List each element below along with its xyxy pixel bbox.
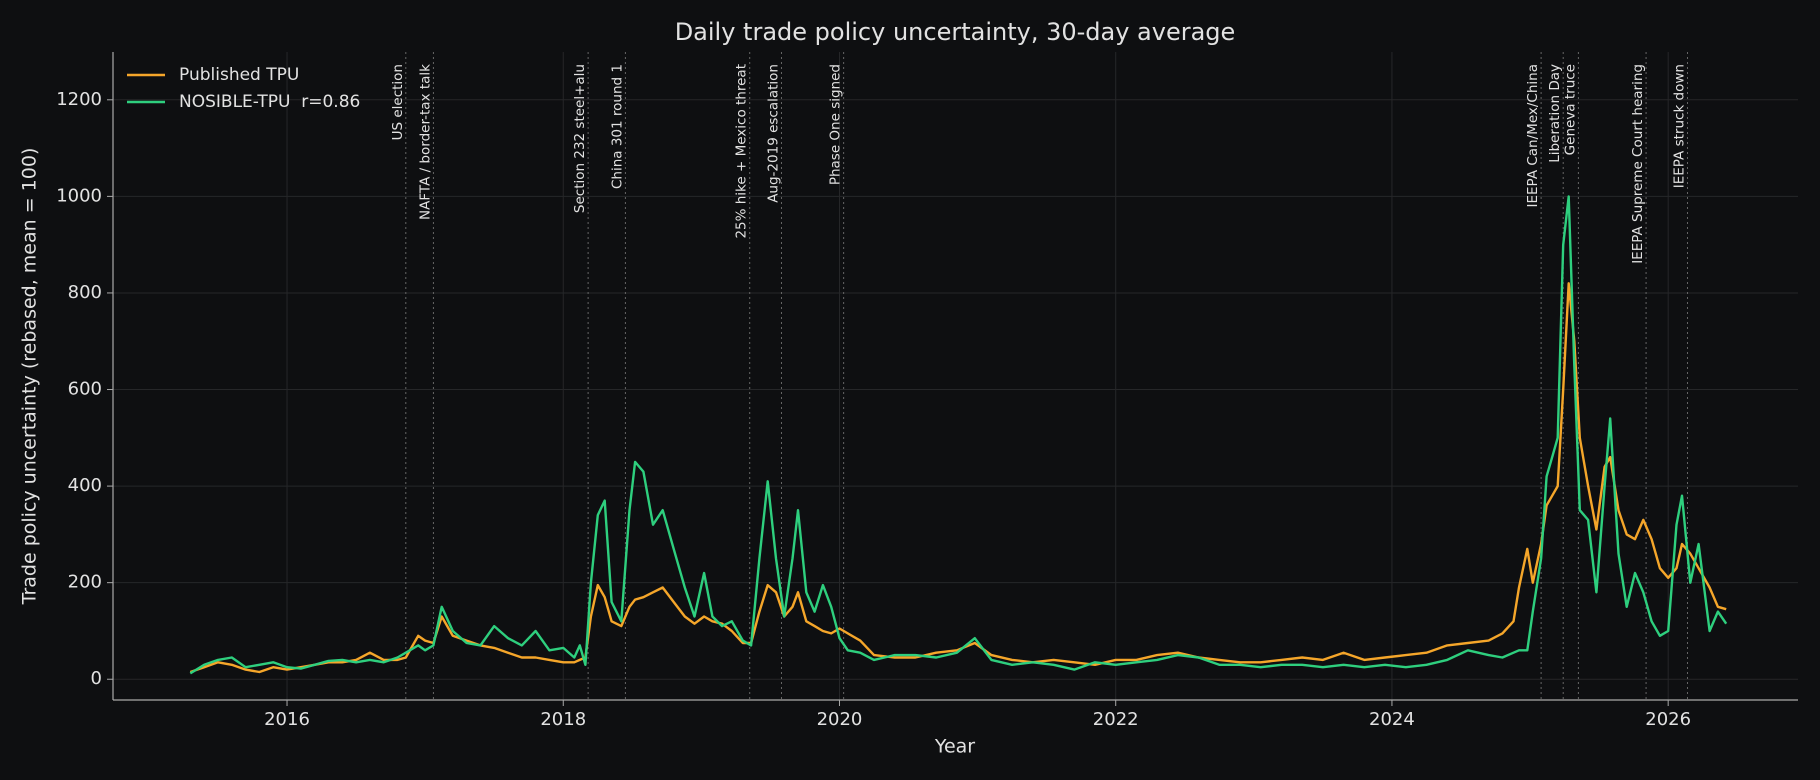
event-label: IEEPA Can/Mex/China	[1525, 64, 1541, 207]
event-label: IEEPA struck down	[1672, 64, 1688, 188]
event-label: US election	[390, 64, 406, 140]
y-tick-label: 200	[68, 572, 102, 593]
x-tick-label: 2016	[264, 709, 310, 730]
event-label: IEEPA Supreme Court hearing	[1630, 64, 1646, 264]
event-label: Liberation Day	[1547, 64, 1563, 163]
legend-label: NOSIBLE-TPU r=0.86	[179, 92, 360, 112]
event-label: 25% hike + Mexico threat	[734, 64, 750, 239]
x-axis-label: Year	[934, 736, 975, 758]
y-axis-label: Trade policy uncertainty (rebased, mean …	[19, 148, 41, 606]
event-label: NAFTA / border-tax talk	[417, 64, 433, 220]
x-tick-label: 2024	[1369, 709, 1415, 730]
y-tick-label: 1200	[56, 89, 102, 110]
event-label: Aug-2019 escalation	[765, 64, 781, 203]
event-label: Phase One signed	[828, 64, 844, 185]
y-tick-label: 800	[68, 282, 102, 303]
chart-title: Daily trade policy uncertainty, 30-day a…	[675, 18, 1236, 46]
event-label: China 301 round 1	[609, 64, 625, 189]
y-tick-label: 0	[91, 668, 102, 689]
x-tick-label: 2020	[817, 709, 863, 730]
event-label: Geneva truce	[1562, 64, 1578, 155]
x-tick-label: 2026	[1645, 709, 1691, 730]
y-tick-label: 400	[68, 475, 102, 496]
y-tick-label: 600	[68, 379, 102, 400]
x-tick-label: 2022	[1093, 709, 1139, 730]
series-line	[189, 195, 1728, 675]
y-tick-label: 1000	[56, 185, 102, 206]
event-label: Section 232 steel+alu	[572, 64, 588, 213]
x-tick-label: 2018	[540, 709, 586, 730]
series-line	[189, 282, 1727, 674]
legend-label: Published TPU	[179, 65, 299, 85]
